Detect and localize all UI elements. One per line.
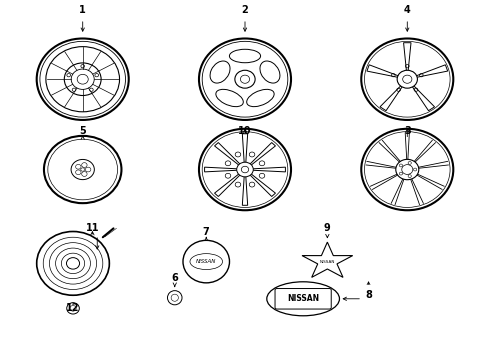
Ellipse shape [260, 61, 280, 83]
Ellipse shape [397, 70, 417, 88]
Ellipse shape [44, 136, 122, 203]
Polygon shape [205, 167, 238, 172]
Text: 6: 6 [172, 273, 178, 283]
Text: 9: 9 [324, 223, 331, 233]
Ellipse shape [37, 39, 129, 120]
Text: 4: 4 [404, 5, 411, 15]
Ellipse shape [229, 49, 261, 63]
Polygon shape [215, 174, 241, 197]
Ellipse shape [235, 70, 255, 88]
Text: 10: 10 [238, 126, 252, 136]
Polygon shape [249, 143, 275, 166]
Ellipse shape [61, 253, 85, 274]
Ellipse shape [43, 237, 103, 289]
Text: 8: 8 [365, 285, 372, 295]
Ellipse shape [168, 291, 182, 305]
Polygon shape [243, 134, 247, 163]
Text: NISSAN: NISSAN [287, 294, 319, 303]
Ellipse shape [267, 282, 340, 316]
Text: 1: 1 [79, 5, 86, 15]
Polygon shape [249, 174, 275, 197]
Ellipse shape [183, 240, 229, 283]
Ellipse shape [199, 129, 291, 210]
Ellipse shape [37, 231, 109, 295]
Ellipse shape [199, 39, 291, 120]
Polygon shape [215, 143, 241, 166]
Text: 12: 12 [66, 303, 80, 313]
Text: 8: 8 [365, 290, 372, 300]
Text: NISSAN: NISSAN [196, 259, 217, 264]
Ellipse shape [237, 162, 253, 177]
Ellipse shape [49, 243, 97, 284]
Polygon shape [302, 242, 353, 277]
Ellipse shape [210, 61, 230, 83]
Text: 11: 11 [86, 223, 99, 233]
Polygon shape [367, 65, 399, 77]
Ellipse shape [361, 129, 453, 210]
Ellipse shape [361, 39, 453, 120]
Ellipse shape [55, 248, 91, 279]
Ellipse shape [246, 89, 274, 107]
Polygon shape [404, 43, 411, 71]
Ellipse shape [67, 303, 79, 314]
Polygon shape [412, 85, 435, 111]
Text: 2: 2 [242, 5, 248, 15]
Polygon shape [243, 176, 247, 205]
Ellipse shape [396, 159, 419, 180]
Ellipse shape [216, 89, 244, 107]
Text: NISSAN: NISSAN [319, 260, 335, 264]
Polygon shape [416, 65, 448, 77]
Polygon shape [380, 85, 403, 111]
Polygon shape [252, 167, 285, 172]
Text: 3: 3 [404, 126, 411, 136]
Text: 5: 5 [79, 126, 86, 136]
Text: 7: 7 [203, 227, 210, 237]
